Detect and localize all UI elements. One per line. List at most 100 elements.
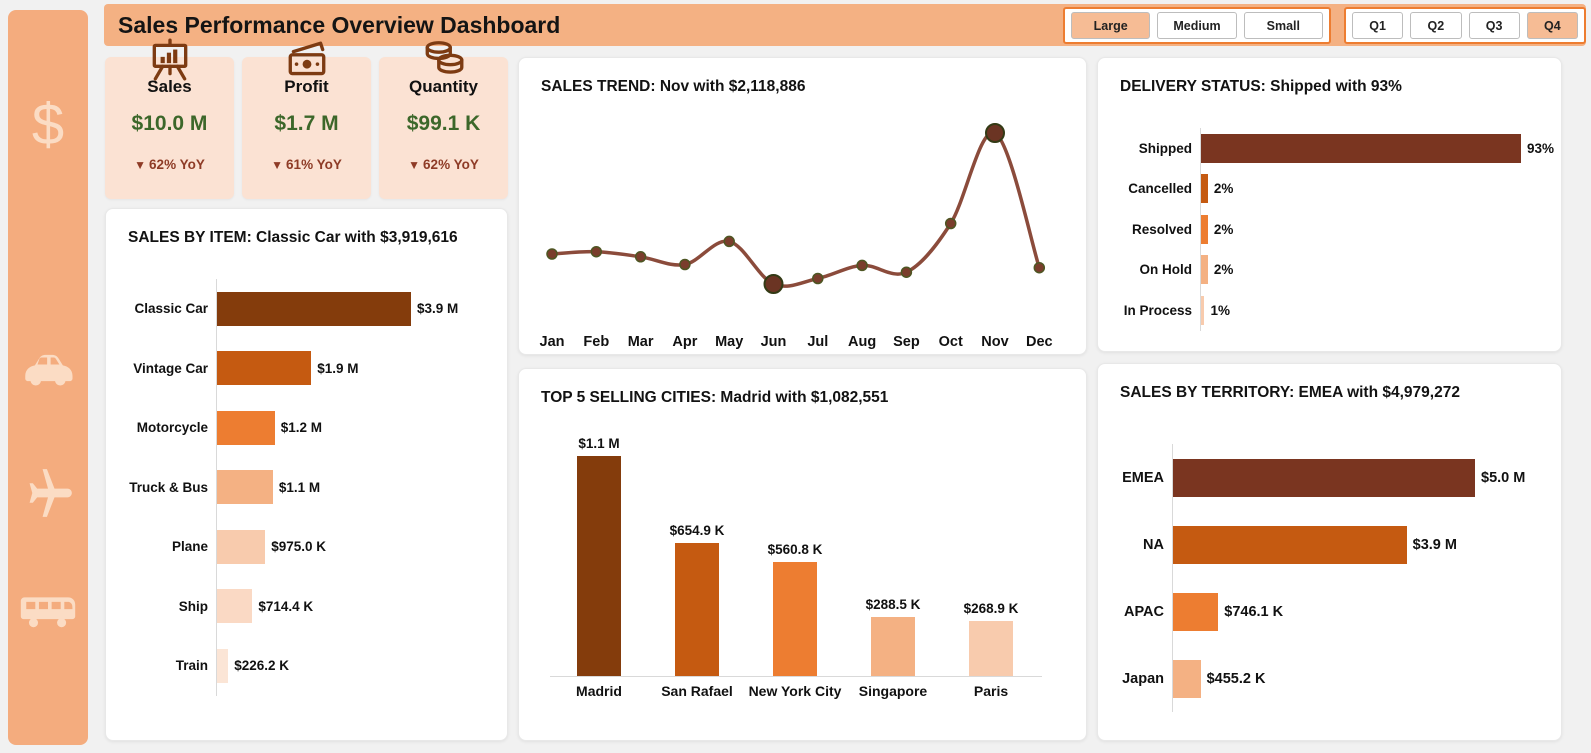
data-point-dec[interactable] [1033, 261, 1046, 274]
bar-track: 1% [1200, 290, 1553, 331]
bar-column-singapore: $288.5 K [844, 427, 942, 676]
data-point-jan[interactable] [546, 248, 558, 260]
bar-new-york-city[interactable] [773, 562, 817, 676]
filter-button-q2[interactable]: Q2 [1410, 12, 1462, 39]
bar-row-motorcycle: Motorcycle $1.2 M [120, 398, 495, 458]
sales-by-item-panel: SALES BY ITEM: Classic Car with $3,919,6… [105, 208, 508, 741]
bar-value-label: $455.2 K [1206, 670, 1266, 687]
sidebar: $ [8, 10, 88, 745]
bar-track: 2% [1200, 249, 1553, 290]
bar-category-label: Resolved [1131, 221, 1192, 237]
bar-row-truck-bus: Truck & Bus $1.1 M [120, 457, 495, 517]
bar-track: $226.2 K [216, 636, 495, 696]
bar-row-emea: EMEA $5.0 M [1112, 444, 1549, 511]
dashboard-header: Sales Performance Overview Dashboard [104, 4, 1586, 46]
bar-shipped[interactable] [1201, 133, 1521, 163]
bar-value-label: $975.0 K [271, 539, 327, 555]
month-label: Apr [672, 334, 697, 350]
down-arrow-icon: ▼ [134, 158, 147, 172]
kpi-label: Profit [284, 77, 329, 96]
kpi-label: Sales [147, 77, 192, 96]
bar-value-label: $1.9 M [317, 360, 359, 376]
bar-emea[interactable] [1173, 458, 1475, 497]
bar-category-label: Cancelled [1128, 181, 1192, 197]
data-point-may[interactable] [723, 235, 735, 248]
bar-column-new-york-city: $560.8 K [746, 427, 844, 676]
bar-truck-bus[interactable] [217, 470, 273, 505]
filter-button-medium[interactable]: Medium [1157, 12, 1237, 39]
bar-row-in-process: In Process 1% [1114, 290, 1553, 331]
kpi-trend: ▼ 62% YoY [408, 157, 479, 172]
bar-singapore[interactable] [871, 617, 915, 676]
bar-classic-car[interactable] [217, 291, 411, 326]
bar-category-label: Paris [973, 683, 1009, 699]
bar-value-label: $268.9 K [963, 601, 1019, 617]
bar-track: 2% [1200, 168, 1553, 209]
data-point-sep[interactable] [900, 266, 913, 278]
bar-category-label: NA [1143, 536, 1164, 553]
data-point-nov[interactable] [985, 123, 1005, 143]
bar-madrid[interactable] [577, 456, 621, 676]
bar-vintage-car[interactable] [217, 351, 312, 386]
bar-row-japan: Japan $455.2 K [1112, 645, 1549, 712]
bar-ship[interactable] [217, 589, 253, 624]
bar-on-hold[interactable] [1201, 255, 1208, 285]
bar-motorcycle[interactable] [217, 410, 275, 445]
filter-button-large[interactable]: Large [1071, 12, 1151, 39]
filter-button-q4[interactable]: Q4 [1526, 12, 1578, 39]
month-label: Nov [981, 334, 1008, 350]
bar-category-label: San Rafael [661, 683, 733, 699]
bar-value-label: $560.8 K [767, 542, 823, 558]
bar-in-process[interactable] [1201, 295, 1205, 325]
bar-cancelled[interactable] [1201, 174, 1208, 204]
data-point-oct[interactable] [944, 217, 957, 230]
data-point-aug[interactable] [856, 259, 868, 272]
month-label: Sep [893, 334, 920, 350]
bar-category-label: New York City [748, 683, 842, 699]
bar-category-label: Madrid [576, 683, 622, 699]
month-label: Mar [628, 334, 654, 350]
quarter-filter-group: Q1 Q2 Q3 Q4 [1344, 7, 1586, 44]
filter-button-small[interactable]: Small [1243, 12, 1323, 39]
bus-icon[interactable] [8, 588, 88, 632]
bar-value-label: $1.1 M [578, 436, 620, 451]
bar-category-label: In Process [1123, 302, 1192, 318]
bar-san-rafael[interactable] [675, 542, 719, 676]
data-point-jul[interactable] [812, 272, 824, 285]
plane-icon[interactable] [8, 466, 88, 520]
bar-row-train: Train $226.2 K [120, 636, 495, 696]
bar-na[interactable] [1173, 525, 1407, 564]
bar-value-label: $3.9 M [1412, 536, 1457, 553]
bar-value-label: $5.0 M [1481, 469, 1526, 486]
bar-value-label: $3.9 M [417, 301, 459, 317]
bar-plane[interactable] [217, 529, 266, 564]
coins-icon [379, 37, 508, 74]
bar-apac[interactable] [1173, 592, 1219, 631]
bar-track: $975.0 K [216, 517, 495, 577]
bar-category-label: EMEA [1122, 469, 1164, 486]
sales-by-item-title: SALES BY ITEM: Classic Car with $3,919,6… [128, 229, 458, 246]
bar-train[interactable] [217, 648, 229, 683]
delivery-status-title: DELIVERY STATUS: Shipped with 93% [1120, 78, 1402, 95]
data-point-feb[interactable] [590, 245, 603, 258]
filter-button-q3[interactable]: Q3 [1468, 12, 1520, 39]
bar-category-label: Train [175, 658, 208, 674]
bar-resolved[interactable] [1201, 214, 1208, 244]
bar-japan[interactable] [1173, 659, 1201, 698]
bar-paris[interactable] [969, 621, 1013, 676]
bar-row-plane: Plane $975.0 K [120, 517, 495, 577]
dollar-icon[interactable]: $ [31, 91, 65, 157]
data-point-apr[interactable] [679, 258, 691, 271]
bar-value-label: 2% [1213, 262, 1234, 278]
sales-by-territory-title: SALES BY TERRITORY: EMEA with $4,979,272 [1120, 384, 1460, 401]
data-point-jun[interactable] [763, 274, 784, 294]
bar-row-resolved: Resolved 2% [1114, 209, 1553, 250]
data-point-mar[interactable] [634, 251, 647, 263]
car-icon[interactable] [8, 344, 88, 392]
bar-value-label: $746.1 K [1224, 603, 1284, 620]
filter-button-q1[interactable]: Q1 [1352, 12, 1404, 39]
kpi-label: Quantity [409, 77, 478, 96]
kpi-trend: ▼ 61% YoY [271, 157, 342, 172]
bar-track: $5.0 M [1172, 444, 1549, 511]
bar-row-cancelled: Cancelled 2% [1114, 168, 1553, 209]
